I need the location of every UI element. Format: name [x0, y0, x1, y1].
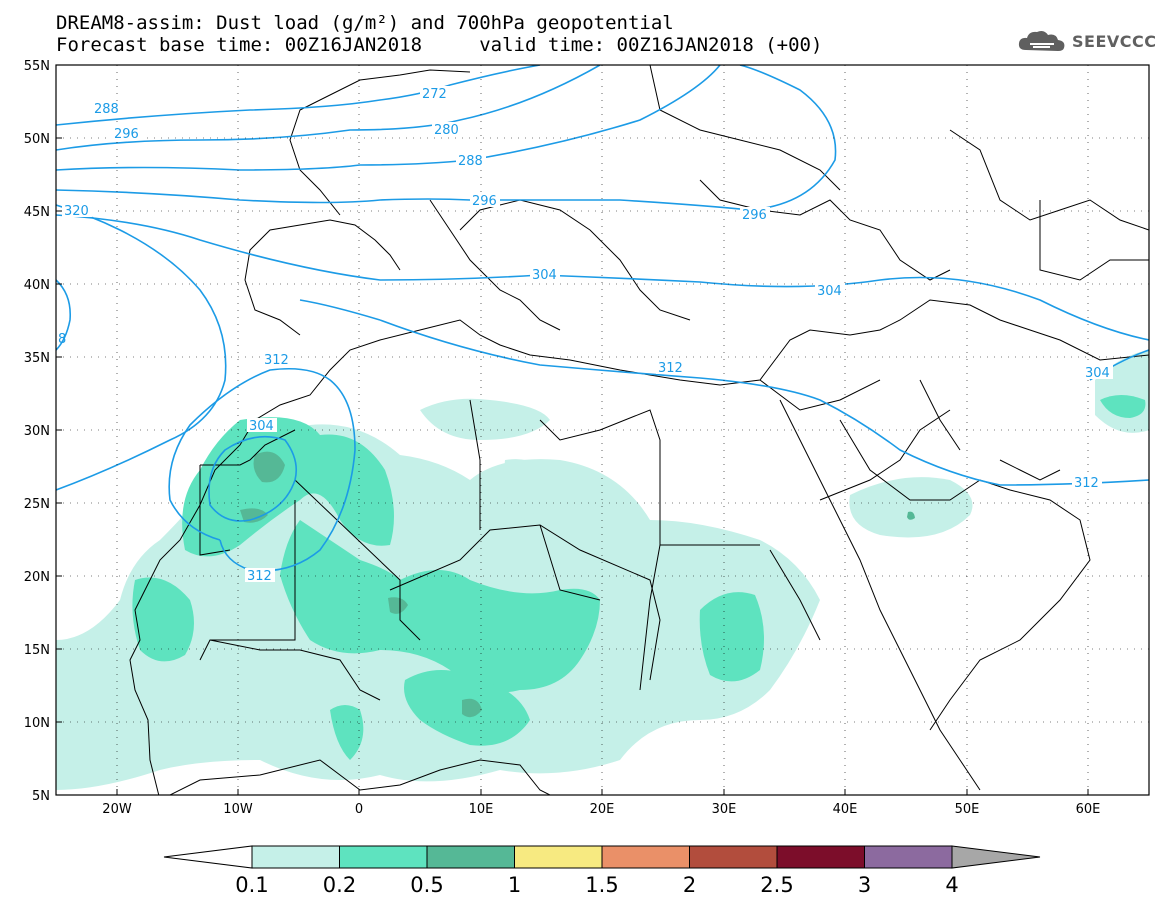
contour-label: 304 [1085, 366, 1110, 381]
colorbar-label: 0.5 [410, 873, 443, 897]
colorbar-segment [514, 845, 603, 869]
logo-text: SEEVCCC [1072, 31, 1157, 51]
lat-label: 50N [24, 132, 50, 147]
colorbar-label: 2 [683, 873, 696, 897]
lon-label: 10W [223, 802, 253, 817]
colorbar-label: 2.5 [760, 873, 793, 897]
colorbar-segment [426, 845, 515, 869]
lon-label: 30E [712, 802, 737, 817]
latitude-labels: 55N 50N 45N 40N 35N 30N 25N 20N 15N 10N … [24, 59, 50, 804]
cloud-icon [1018, 31, 1065, 51]
lat-label: 25N [24, 497, 50, 512]
lat-label: 30N [24, 424, 50, 439]
contour-label: 296 [742, 208, 767, 223]
dust-load-shading [56, 350, 1149, 790]
lon-label: 50E [955, 802, 980, 817]
lat-label: 20N [24, 570, 50, 585]
lat-label: 45N [24, 205, 50, 220]
lat-lon-grid [56, 65, 1149, 795]
contour-label: 8 [58, 332, 66, 347]
lat-label: 5N [32, 789, 50, 804]
contour-label: 312 [247, 569, 272, 584]
forecast-time-subtitle: Forecast base time: 00Z16JAN2018 valid t… [56, 34, 823, 56]
lat-label: 55N [24, 59, 50, 74]
colorbar-over-triangle [951, 845, 1041, 869]
coastlines-and-borders [129, 65, 1149, 795]
lon-label: 10E [469, 802, 494, 817]
colorbar-under-triangle [163, 845, 253, 869]
contour-label: 288 [458, 154, 483, 169]
colorbar-segment [689, 845, 778, 869]
lon-label: 40E [833, 802, 858, 817]
seevccc-logo: SEEVCCC [1016, 28, 1157, 54]
axis-ticks [56, 64, 1089, 796]
chart-title: DREAM8-assim: Dust load (g/m²) and 700hP… [56, 12, 674, 34]
lon-label: 0 [355, 802, 363, 817]
contour-label: 304 [532, 268, 557, 283]
contour-label: 320 [64, 204, 89, 219]
colorbar-segment [864, 845, 953, 869]
lat-label: 15N [24, 643, 50, 658]
contour-labels: 288 296 320 272 280 288 296 296 304 304 … [58, 86, 1113, 584]
longitude-labels: 20W 10W 0 10E 20E 30E 40E 50E 60E [102, 802, 1100, 817]
contour-label: 312 [1074, 476, 1099, 491]
colorbar-label: 0.2 [323, 873, 356, 897]
lon-label: 20E [590, 802, 615, 817]
geopotential-contours [56, 65, 1149, 572]
colorbar-label: 4 [945, 873, 958, 897]
colorbar: 0.1 0.2 0.5 1 1.5 2 2.5 3 4 [163, 845, 1041, 897]
colorbar-label: 1 [508, 873, 521, 897]
contour-label: 304 [817, 284, 842, 299]
lon-label: 60E [1076, 802, 1101, 817]
contour-label: 304 [249, 419, 274, 434]
lat-label: 35N [24, 351, 50, 366]
colorbar-label: 0.1 [235, 873, 268, 897]
colorbar-label: 3 [858, 873, 871, 897]
contour-label: 288 [94, 102, 119, 117]
map-layers [56, 65, 1149, 795]
colorbar-segment [251, 845, 340, 869]
lat-label: 40N [24, 278, 50, 293]
lat-label: 10N [24, 716, 50, 731]
contour-label: 312 [264, 353, 289, 368]
colorbar-segment [601, 845, 690, 869]
contour-label: 272 [422, 87, 447, 102]
colorbar-label: 1.5 [585, 873, 618, 897]
contour-label: 296 [114, 127, 139, 142]
contour-label: 296 [472, 194, 497, 209]
colorbar-segment [776, 845, 865, 869]
lon-label: 20W [102, 802, 132, 817]
contour-label: 312 [658, 361, 683, 376]
contour-label: 280 [434, 123, 459, 138]
colorbar-segment [339, 845, 428, 869]
